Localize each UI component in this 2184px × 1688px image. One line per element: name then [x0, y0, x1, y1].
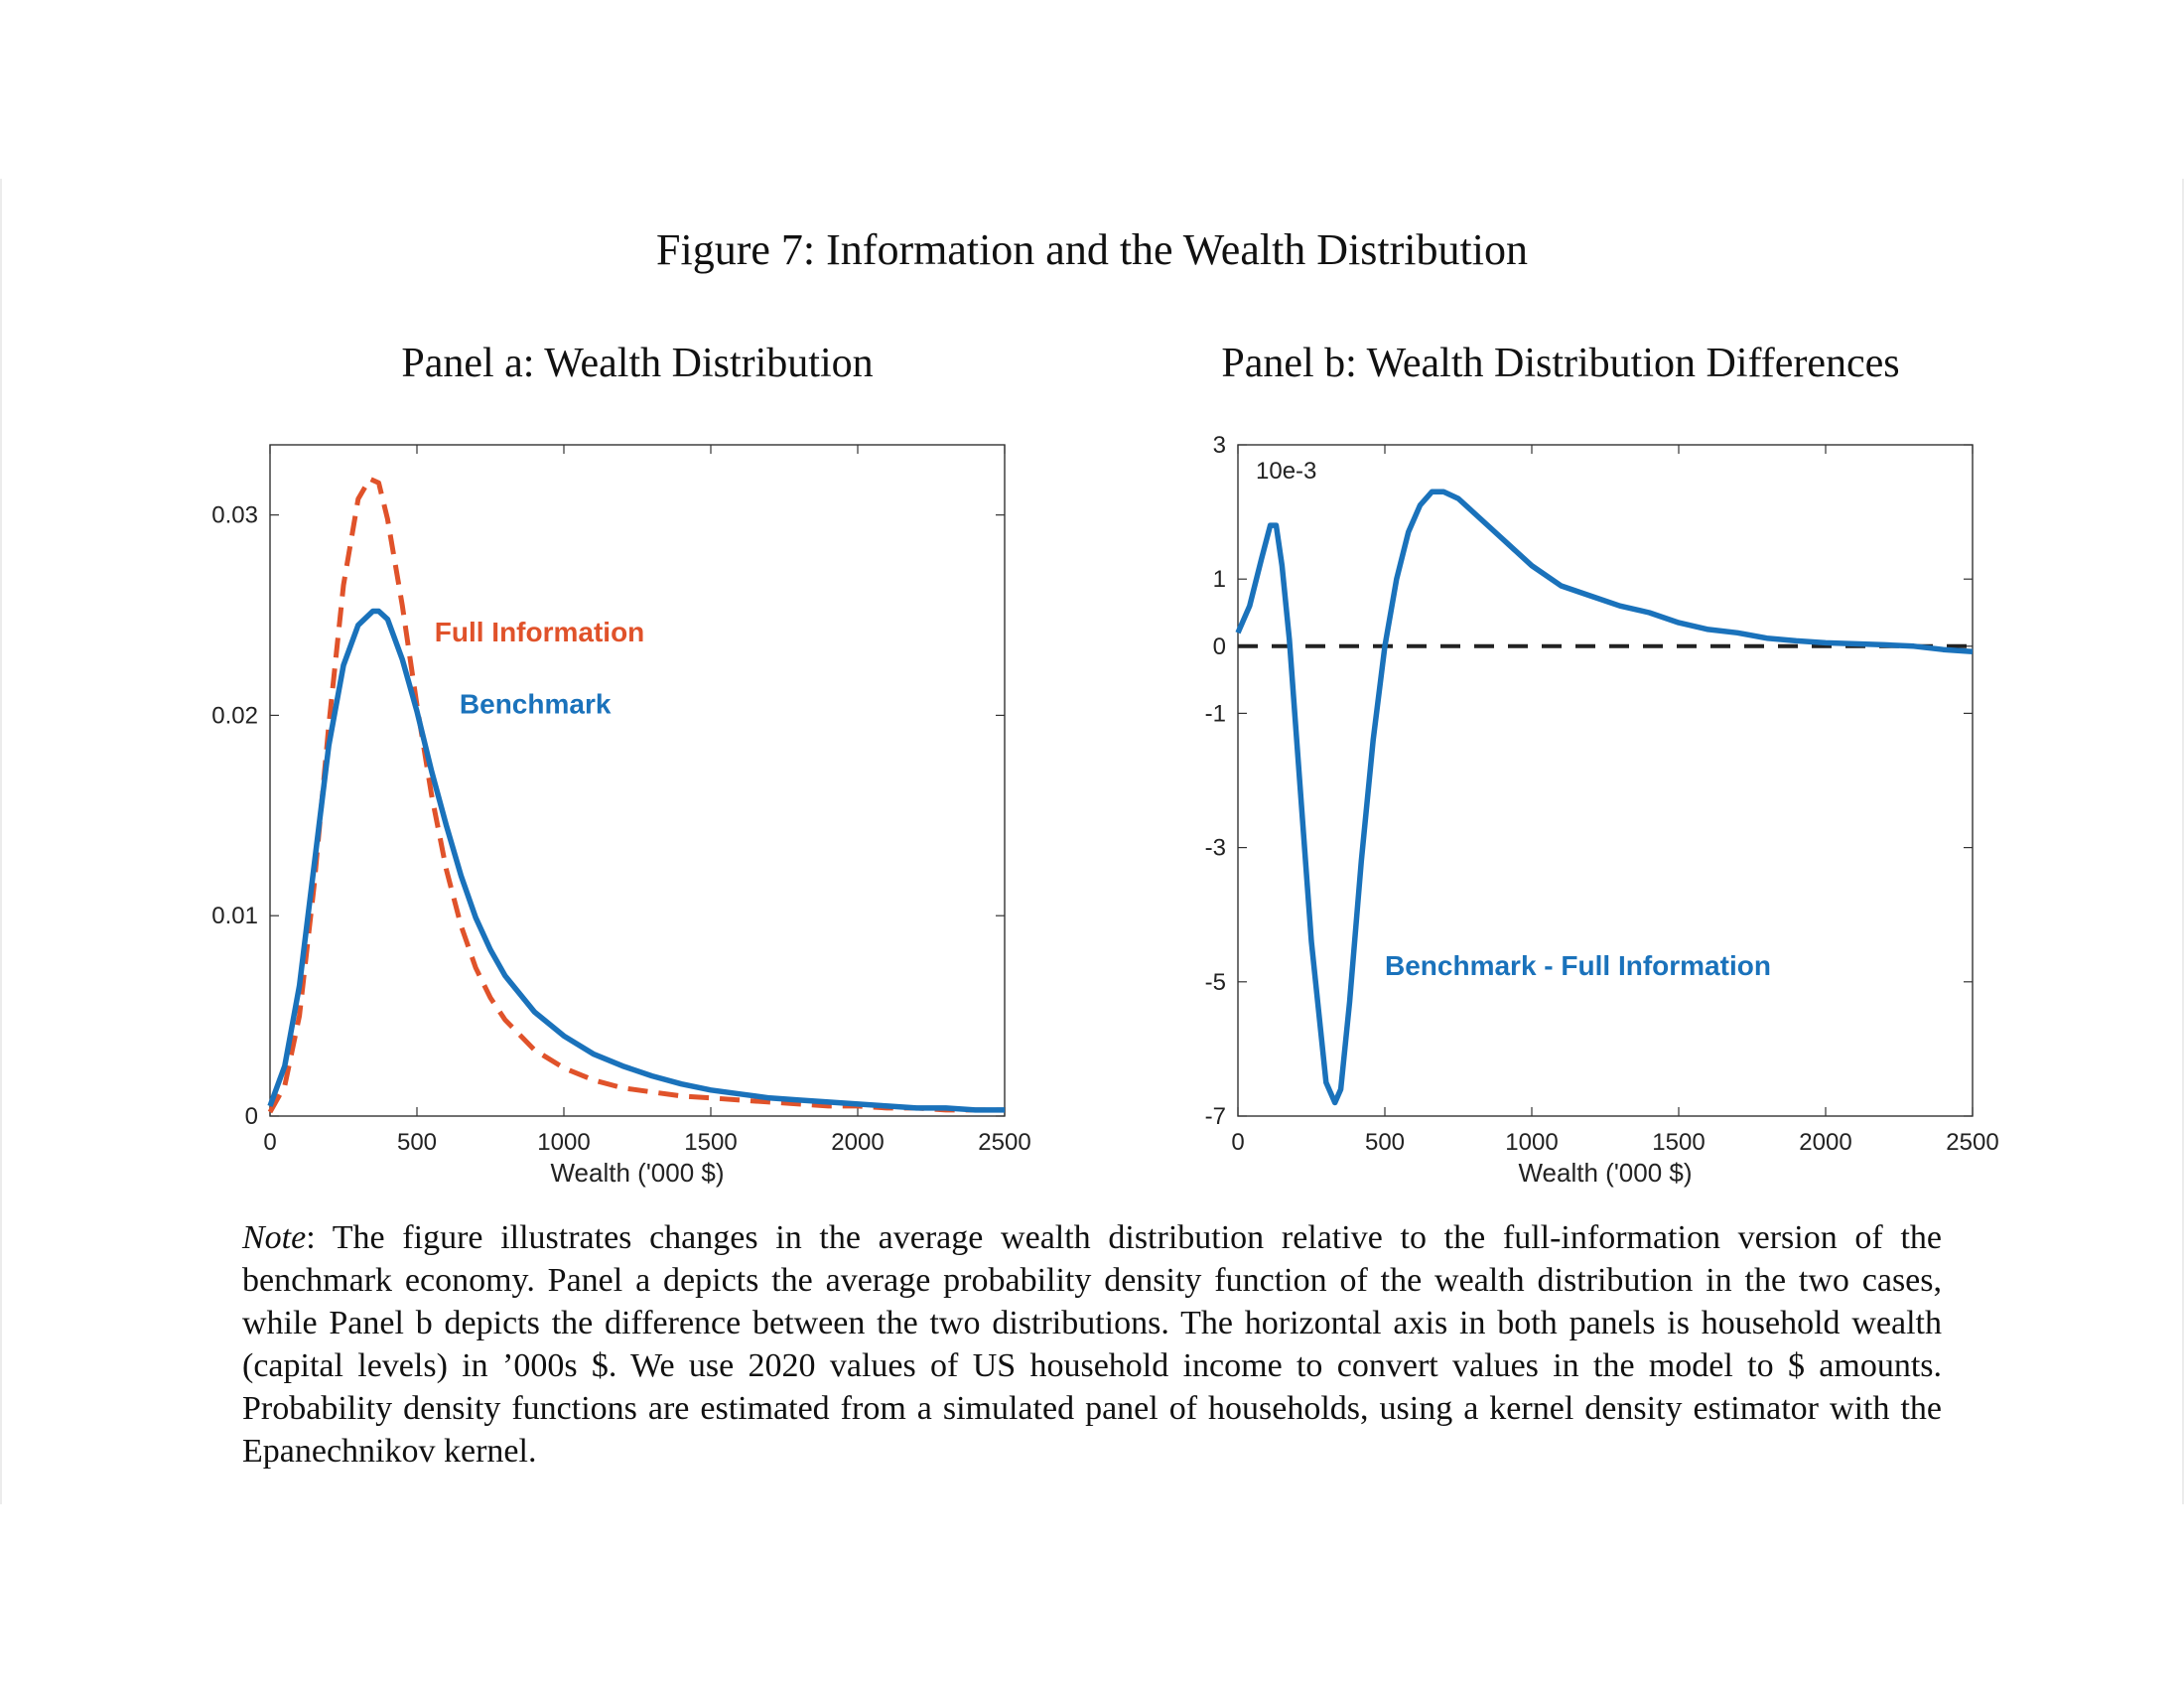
- panel-a-title: Panel a: Wealth Distribution: [401, 341, 874, 386]
- panel-b-title: Panel b: Wealth Distribution Differences: [1221, 341, 1900, 386]
- panel-a-y-tick-label: 0: [245, 1103, 258, 1130]
- panel-a-y-tick-label: 0.03: [211, 502, 258, 529]
- note-text: : The figure illustrates changes in the …: [242, 1219, 1942, 1470]
- panel-b-y-tick-label: 3: [1213, 432, 1226, 459]
- panel-a-chart: 0 500 1000 1500 2000 2500 0 0.01 0.02 0.03 Wealth …: [211, 444, 1031, 1188]
- panel-b-y-tick-label: -3: [1205, 835, 1226, 862]
- panel-a-x-tick-label: 1000: [537, 1129, 590, 1156]
- figure-title: Figure 7: Information and the Wealth Dis…: [656, 225, 1528, 274]
- panel-a-plot-frame: [269, 444, 1006, 1117]
- panel-a-x-tick-label: 2500: [978, 1129, 1030, 1156]
- panel-b-plot-frame: [1237, 444, 1974, 1117]
- panel-a-x-tick-label: 1500: [684, 1129, 737, 1156]
- panel-b-y-tick-label: -7: [1205, 1103, 1226, 1130]
- figure-note: Note: The figure illustrates changes in …: [242, 1216, 1942, 1473]
- page-edge-right: [2182, 179, 2184, 1504]
- panel-b-y-tick-label: -1: [1205, 700, 1226, 727]
- note-lead: Note: [242, 1219, 307, 1256]
- panel-a-x-tick-label: 2000: [831, 1129, 884, 1156]
- benchmark-line: [267, 608, 1005, 1113]
- difference-series-label: Benchmark - Full Information: [1385, 950, 1771, 981]
- panel-b-x-tick-label: 0: [1231, 1129, 1244, 1156]
- panel-a-x-axis-label: Wealth ('000 $): [550, 1158, 724, 1188]
- full-information-line: [267, 476, 1005, 1114]
- panel-a-y-tick-label: 0.02: [211, 702, 258, 729]
- panel-a-x-tick-label: 500: [397, 1129, 437, 1156]
- panel-b-x-tick-label: 1500: [1652, 1129, 1705, 1156]
- panel-b-y-tick-label: 0: [1213, 633, 1226, 660]
- panel-b-x-axis-label: Wealth ('000 $): [1518, 1158, 1692, 1188]
- page-edge-left: [0, 179, 2, 1504]
- full-information-label: Full Information: [435, 617, 645, 647]
- y-exponent-label: 10e-3: [1256, 458, 1316, 485]
- panel-a-y-tick-label: 0.01: [211, 903, 258, 929]
- difference-line: [1235, 489, 1974, 1106]
- panel-b-chart: 0 500 1000 1500 2000 2500 -7 -5 -3 -1 0 1 3 Wealth ('…: [1205, 432, 1999, 1188]
- panel-b-y-tick-label: -5: [1205, 969, 1226, 996]
- panel-b-x-tick-label: 2500: [1946, 1129, 1998, 1156]
- panel-a-x-tick-label: 0: [263, 1129, 276, 1156]
- panel-b-x-tick-label: 500: [1365, 1129, 1405, 1156]
- benchmark-label: Benchmark: [460, 688, 612, 719]
- panel-b-y-tick-label: 1: [1213, 566, 1226, 593]
- panel-b-x-tick-label: 1000: [1505, 1129, 1558, 1156]
- panel-b-x-tick-label: 2000: [1799, 1129, 1851, 1156]
